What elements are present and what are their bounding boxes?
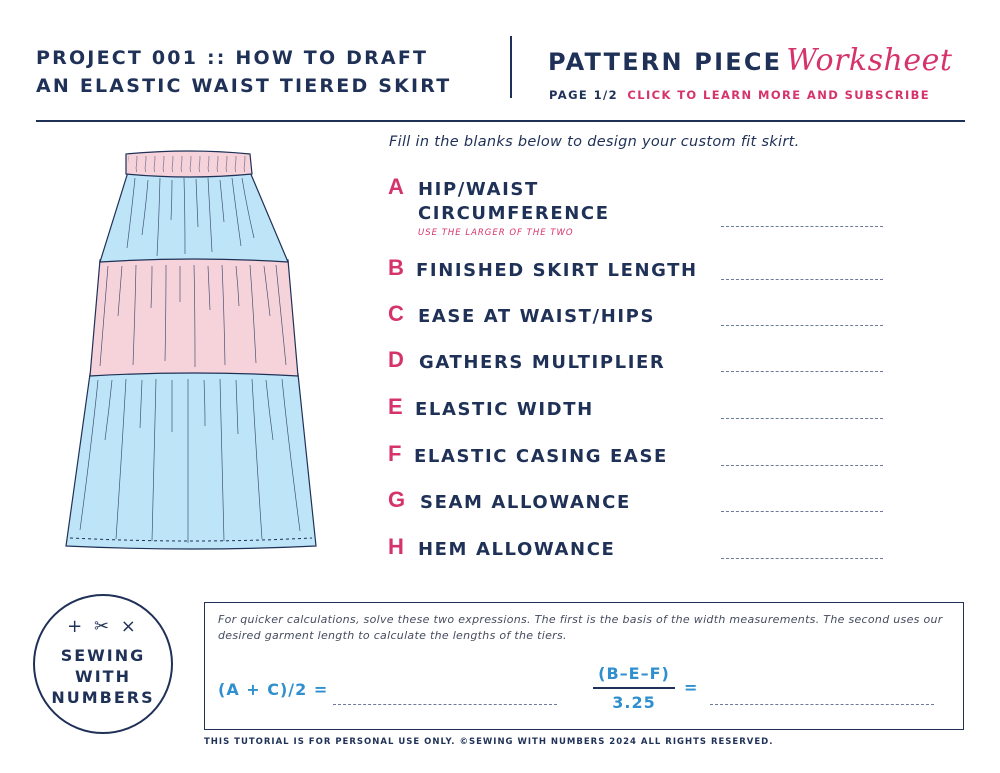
expression-width: (A + C)/2 = [218, 680, 329, 699]
measurement-row-d: D GATHERS MULTIPLIER [388, 347, 888, 385]
expression-length-equals: = [684, 678, 699, 697]
logo-text: SEWING WITH NUMBERS [33, 645, 173, 708]
measurement-row-h: H HEM ALLOWANCE [388, 534, 888, 572]
logo-text-line1: SEWING [60, 646, 146, 665]
project-title-line2: AN ELASTIC WAIST TIERED SKIRT [36, 75, 452, 97]
measurement-label: GATHERS MULTIPLIER [419, 352, 666, 373]
hem-stitch-line [69, 537, 313, 542]
measurement-row-e: E ELASTIC WIDTH [388, 394, 888, 432]
measurement-note: USE THE LARGER OF THE TWO [418, 228, 574, 238]
measurement-h-blank[interactable] [721, 558, 883, 559]
expression-width-blank[interactable] [333, 704, 557, 705]
measurement-letter: F [388, 441, 402, 466]
measurement-b-blank[interactable] [721, 279, 883, 280]
header-divider [510, 36, 512, 98]
skirt-bottom-tier [65, 370, 317, 550]
instructions-text: Fill in the blanks below to design your … [389, 134, 800, 150]
calculation-description: For quicker calculations, solve these tw… [218, 613, 943, 642]
page-indicator: PAGE 1/2 [549, 88, 618, 102]
skirt-illustration [65, 150, 317, 550]
measurement-f-blank[interactable] [721, 465, 883, 466]
measurement-label: HEM ALLOWANCE [418, 539, 616, 560]
sewing-with-numbers-logo [33, 594, 173, 734]
measurement-row-f: F ELASTIC CASING EASE [388, 441, 888, 479]
project-title: PROJECT 001 :: HOW TO DRAFT AN ELASTIC W… [36, 44, 451, 100]
measurement-letter: D [388, 347, 404, 372]
measurement-row-c: C EASE AT WAIST/HIPS [388, 301, 888, 339]
project-title-line1: PROJECT 001 :: HOW TO DRAFT [36, 47, 429, 69]
measurement-e-blank[interactable] [721, 418, 883, 419]
logo-text-line2: WITH [75, 667, 131, 686]
measurement-row-b: B FINISHED SKIRT LENGTH [388, 255, 888, 293]
measurement-label: HIP/WAIST CIRCUMFERENCE [418, 178, 610, 226]
measurement-letter: E [388, 394, 403, 419]
measurement-a-blank[interactable] [721, 226, 883, 227]
measurement-label: ELASTIC WIDTH [415, 399, 594, 420]
skirt-top-tier [99, 171, 289, 263]
measurement-letter: A [388, 174, 404, 199]
measurement-letter: B [388, 255, 404, 280]
measurement-letter: H [388, 534, 404, 559]
measurement-letter: C [388, 301, 404, 326]
measurement-letter: G [388, 487, 406, 512]
measurement-c-blank[interactable] [721, 325, 883, 326]
measurement-label: SEAM ALLOWANCE [420, 492, 631, 513]
subscribe-link[interactable]: CLICK TO LEARN MORE AND SUBSCRIBE [627, 88, 931, 102]
measurement-label-line1: HIP/WAIST [418, 179, 539, 200]
measurement-label-line2: CIRCUMFERENCE [418, 203, 610, 224]
worksheet-title: PATTERN PIECE Worksheet [548, 46, 952, 77]
measurement-d-blank[interactable] [721, 371, 883, 372]
worksheet-title-script: Worksheet [786, 43, 953, 78]
expression-length-blank[interactable] [710, 704, 934, 705]
measurement-label: EASE AT WAIST/HIPS [418, 306, 656, 327]
expression-length-numerator: (B–E–F) [598, 664, 670, 683]
measurement-g-blank[interactable] [721, 511, 883, 512]
logo-text-line3: NUMBERS [51, 688, 155, 707]
worksheet-subline: PAGE 1/2 CLICK TO LEARN MORE AND SUBSCRI… [549, 88, 930, 102]
logo-icons: + ✂ × [67, 616, 139, 637]
calculation-box [204, 602, 964, 730]
measurement-label: ELASTIC CASING EASE [414, 446, 668, 467]
copyright-footer: THIS TUTORIAL IS FOR PERSONAL USE ONLY. … [204, 737, 774, 747]
expression-length-denominator: 3.25 [612, 693, 656, 712]
measurement-row-g: G SEAM ALLOWANCE [388, 487, 888, 525]
measurement-label: FINISHED SKIRT LENGTH [416, 260, 698, 281]
header-rule [36, 120, 965, 122]
worksheet-title-bold: PATTERN PIECE [548, 48, 783, 76]
measurement-row-a: A HIP/WAIST CIRCUMFERENCE USE THE LARGER… [388, 174, 888, 238]
fraction-bar [593, 687, 675, 689]
